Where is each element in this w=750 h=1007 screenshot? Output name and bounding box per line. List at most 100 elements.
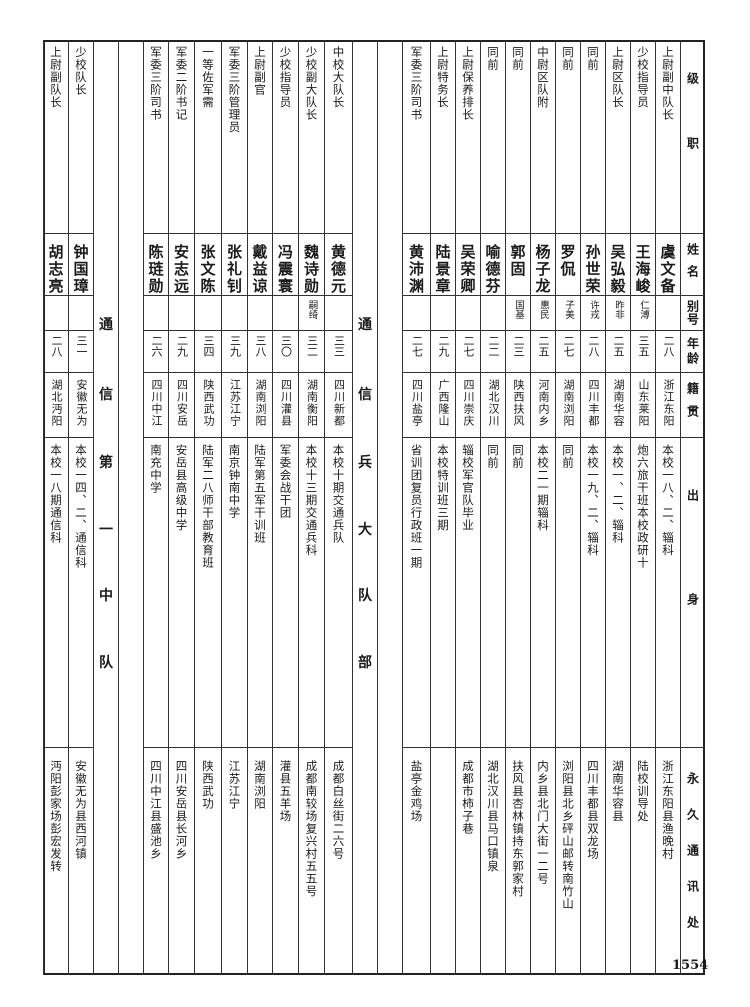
job-cell: 同前 [481,40,505,233]
native-text: 四川新都 [332,379,346,427]
address-text: 成都白丝街二六号 [331,760,346,860]
address-text: 陆校训导处 [636,760,650,823]
native-text: 四川崇庆 [462,379,475,427]
name-cell: 胡志亮 [44,233,68,295]
origin-text: 本校十期交通兵队 [331,444,346,544]
native-cell: 四川安岳 [169,372,194,437]
job-cell: 同前 [556,40,580,233]
native-text: 江苏江宁 [228,379,242,427]
age-cell: 二五 [606,330,630,372]
origin-text: 陆军第五军干训班 [253,444,267,544]
alias-cell [169,295,194,330]
native-cell: 四川灌县 [273,372,298,437]
origin-cell: 安岳县高级中学 [169,437,194,747]
origin-text: 安岳县高级中学 [174,444,189,532]
age-cell: 二七 [556,330,580,372]
native-cell: 浙江东阳 [656,372,680,437]
name-cell: 虞文备 [656,233,680,295]
job-cell: 同前 [581,40,605,233]
name-cell: 杨子龙 [531,233,555,295]
age-cell: 三〇 [273,330,298,372]
age-text: 三一 [75,335,88,357]
age-text: 二二 [487,335,500,357]
address-text: 内乡县北门大街一二号 [536,760,550,885]
job-text: 同前 [511,46,525,71]
age-cell: 二九 [169,330,194,372]
origin-cell: 同前 [556,437,580,747]
name-cell: 黄德元 [325,233,352,295]
record-row: 同前 罗侃 子美 二七 湖南浏阳 同前 浏阳县北乡砰山邮转南竹山 [555,40,580,975]
age-text: 二八 [662,335,675,357]
name-text: 安志远 [172,244,190,295]
address-cell: 四川中江县盛池乡 [144,747,168,975]
record-row: 军委三阶司书 黄沛渊 二七 四川盐亭 省训团复员行政班一期 盐亭金鸡场 [402,40,430,975]
name-text: 钟国璋 [71,244,90,295]
address-cell: 湖南华容县 [606,747,630,975]
address-text: 安徽无为县西河镇 [74,760,88,860]
origin-cell: 陆军二八师干部教育班 [195,437,221,747]
alias-cell [481,295,505,330]
name-cell: 安志远 [169,233,194,295]
record-row: 上尉副中队长 虞文备 二八 浙江东阳 本校一八、二、辎科 浙江东阳县渔晚村 [655,40,680,975]
job-cell: 上尉特务长 [431,40,455,233]
job-cell: 军委三阶管理员 [222,40,247,233]
origin-cell: 本校一九、二、辎科 [581,437,605,747]
address-cell: 成都南较场复兴村五五号 [299,747,324,975]
job-text: 上尉副官 [253,46,267,96]
header-address-text: 永久通讯处 [685,771,700,952]
personnel-table [43,40,705,975]
origin-cell: 本校一八期通信科 [44,437,68,747]
native-cell: 湖南浏阳 [248,372,272,437]
header-column: 级职 姓名 别号 年龄 籍贯 出身 永久通讯处 [680,40,705,975]
header-name-text: 姓名 [685,242,700,287]
native-text: 湖南华容 [612,379,625,427]
native-text: 湖南浏阳 [562,379,575,427]
alias-text: 仁溥 [638,300,649,319]
page-number: 1554 [672,958,709,973]
job-cell: 上尉副队长 [44,40,68,233]
origin-cell: 炮六旅干班本校政研十 [631,437,655,747]
age-text: 二三 [512,335,525,357]
blank-column [118,40,143,975]
name-text: 杨子龙 [533,244,552,295]
age-text: 三八 [254,335,267,357]
name-cell: 戴益谅 [248,233,272,295]
job-text: 军委三阶司书 [149,46,163,121]
address-text: 浙江东阳县渔晚村 [661,760,675,860]
job-cell: 上尉副官 [248,40,272,233]
age-cell: 三五 [631,330,655,372]
age-cell: 三八 [248,330,272,372]
native-cell: 湖北沔阳 [44,372,68,437]
address-text: 湖南华容县 [611,760,625,823]
address-cell: 湖北汉川县马口镇泉 [481,747,505,975]
age-cell: 三三 [325,330,352,372]
job-text: 同前 [561,46,575,71]
section-heading-char: 队 [358,588,372,604]
age-text: 三五 [637,335,650,357]
age-cell: 二七 [403,330,430,372]
job-text: 少校指导员 [278,46,293,109]
origin-cell: 本校特训班三期 [431,437,455,747]
header-native-text: 籍贯 [685,382,700,428]
job-text: 上尉区队长 [611,46,625,109]
name-text: 孙世荣 [583,244,602,295]
section-heading-char: 一 [99,522,113,538]
native-cell: 四川崇庆 [456,372,480,437]
address-text: 成都南较场复兴村五五号 [304,760,319,898]
section-heading: 通信兵大队部 [352,40,377,975]
address-text: 浏阳县北乡砰山邮转南竹山 [561,760,575,910]
record-row: 军委二阶书记 安志远 二九 四川安岳 安岳县高级中学 四川安岳县长河乡 [168,40,194,975]
name-text: 张礼钊 [225,244,243,295]
job-text: 军委二阶书记 [174,46,189,121]
address-cell: 扶风县杏林镇持东郭家村 [506,747,530,975]
record-row: 上尉特务长 陆景章 二九 广西隆山 本校特训班三期 [430,40,455,975]
age-text: 二七 [462,335,475,357]
native-cell: 湖南衡阳 [299,372,324,437]
address-cell: 盐亭金鸡场 [403,747,430,975]
origin-text: 本校一八期通信科 [49,444,63,544]
origin-text: 军委会战干团 [278,444,293,519]
section-heading-char: 大 [358,522,372,538]
alias-text: 昨非 [613,300,624,319]
name-text: 黄德元 [329,244,347,295]
native-cell: 四川盐亭 [403,372,430,437]
